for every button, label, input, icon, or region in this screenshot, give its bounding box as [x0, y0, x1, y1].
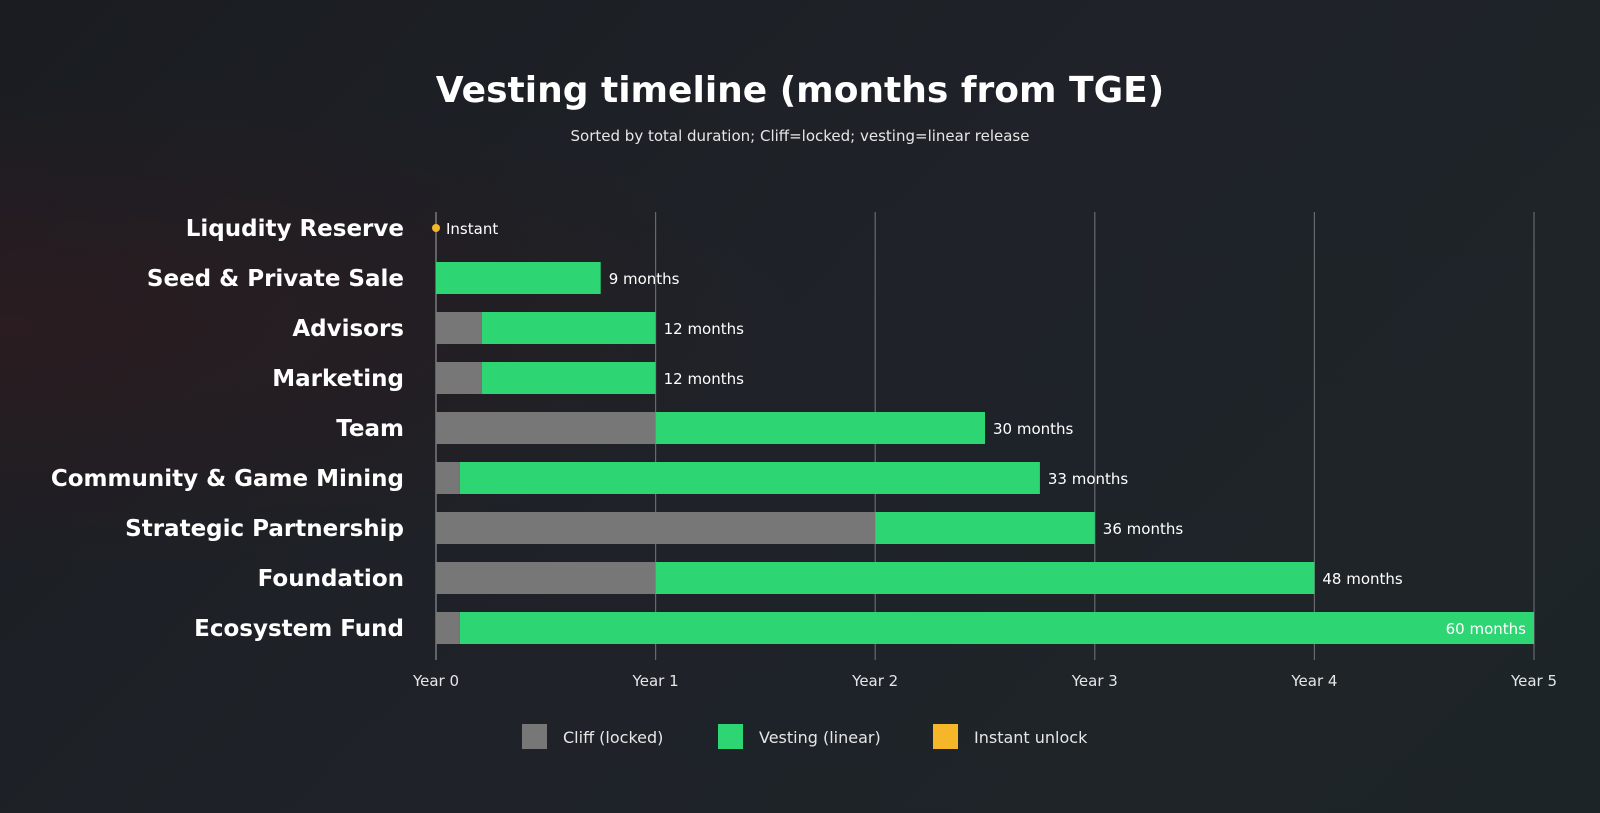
cliff-bar: [436, 312, 482, 344]
data-label: 30 months: [993, 420, 1074, 438]
legend-label-cliff: Cliff (locked): [563, 728, 663, 747]
x-tick-label: Year 4: [1290, 672, 1337, 690]
vesting-bar: [655, 562, 1315, 594]
legend: Cliff (locked) Vesting (linear) Instant un…: [522, 724, 1088, 749]
vesting-bar: [481, 362, 656, 394]
x-tick-label: Year 2: [851, 672, 898, 690]
bars-layer: [432, 224, 1534, 644]
cliff-bar: [436, 562, 656, 594]
data-label: 48 months: [1322, 570, 1403, 588]
data-label: Instant: [446, 220, 498, 238]
x-tick-label: Year 0: [412, 672, 459, 690]
category-label: Strategic Partnership: [125, 516, 404, 542]
vesting-bar: [875, 512, 1095, 544]
instant-unlock-marker: [432, 224, 440, 232]
legend-label-vesting: Vesting (linear): [759, 728, 881, 747]
vesting-bar: [481, 312, 656, 344]
data-label: 9 months: [609, 270, 680, 288]
category-label: Liqudity Reserve: [186, 216, 404, 242]
cliff-bar: [436, 612, 460, 644]
legend-label-instant: Instant unlock: [974, 728, 1088, 747]
legend-swatch-cliff: [522, 724, 547, 749]
x-tick-label: Year 1: [632, 672, 679, 690]
category-label: Foundation: [258, 566, 404, 592]
x-tick-label: Year 5: [1510, 672, 1557, 690]
cliff-bar: [436, 512, 876, 544]
cliff-bar: [436, 362, 482, 394]
category-label: Marketing: [272, 366, 404, 392]
data-label: 33 months: [1048, 470, 1129, 488]
data-label: 36 months: [1103, 520, 1184, 538]
labels-layer: Year 0 Year 1 Year 2 Year 3 Year 4 Year 5 Liqu…: [51, 216, 1557, 690]
vesting-bar: [459, 612, 1534, 644]
cliff-bar: [436, 462, 460, 494]
category-label: Team: [336, 416, 404, 442]
legend-swatch-vesting: [718, 724, 743, 749]
data-label: 12 months: [664, 370, 745, 388]
vesting-bar: [655, 412, 985, 444]
vesting-bar: [459, 462, 1040, 494]
data-label: 60 months: [1446, 620, 1527, 638]
cliff-bar: [436, 412, 656, 444]
category-label: Community & Game Mining: [51, 466, 404, 492]
legend-swatch-instant: [933, 724, 958, 749]
vesting-bar: [436, 262, 601, 294]
category-label: Ecosystem Fund: [194, 616, 404, 642]
category-label: Seed & Private Sale: [147, 266, 404, 292]
category-label: Advisors: [292, 316, 404, 342]
chart-title: Vesting timeline (months from TGE): [436, 70, 1164, 111]
x-tick-label: Year 3: [1071, 672, 1118, 690]
chart-subtitle: Sorted by total duration; Cliff=locked; …: [571, 127, 1030, 145]
data-label: 12 months: [664, 320, 745, 338]
